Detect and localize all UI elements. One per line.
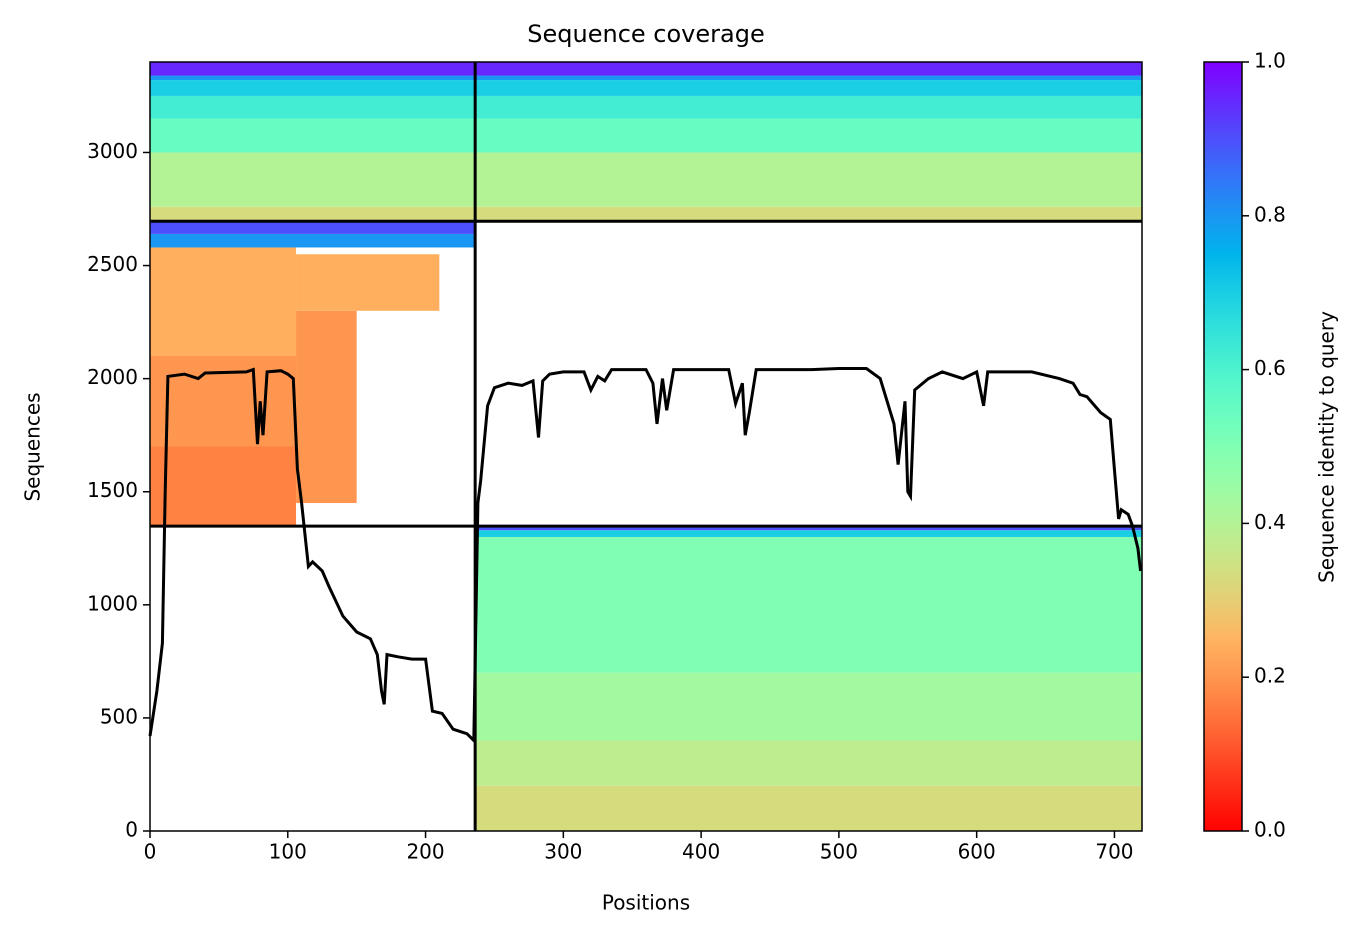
x-tick-label: 300 [544,840,582,864]
y-tick-label: 2500 [87,252,138,276]
x-tick-label: 0 [144,840,157,864]
x-axis-label: Positions [602,891,690,915]
y-tick-label: 500 [100,704,138,728]
plot-area [148,62,1143,831]
x-tick-label: 600 [958,840,996,864]
x-tick-label: 200 [406,840,444,864]
coverage-block [150,446,297,527]
chart-title: Sequence coverage [527,20,764,48]
coverage-block [150,206,1142,222]
x-tick-label: 400 [682,840,720,864]
coverage-block [150,221,476,234]
coverage-block [150,95,1142,119]
colorbar-tick-label: 0.4 [1254,510,1286,534]
colorbar-tick-label: 0.2 [1254,664,1286,688]
coverage-block [475,672,1143,741]
colorbar-tick-label: 0.6 [1254,356,1286,380]
coverage-block [150,80,1142,96]
coverage-block [475,785,1143,831]
x-tick-label: 100 [269,840,307,864]
y-tick-label: 1500 [87,478,138,502]
y-tick-label: 1000 [87,591,138,615]
y-tick-label: 3000 [87,139,138,163]
coverage-block [475,740,1143,786]
colorbar [1203,61,1243,832]
coverage-block [475,536,1143,673]
coverage-block [150,75,1142,81]
coverage-block [150,62,1142,76]
plot-frame [149,61,1143,832]
colorbar-label: Sequence identity to query [1315,311,1339,583]
coverage-block [296,310,357,504]
colorbar-tick-label: 0.8 [1254,202,1286,226]
coverage-block [150,233,476,248]
colorbar-tick-label: 0.0 [1254,818,1286,842]
coverage-line [148,367,1143,745]
y-axis-label: Sequences [21,392,45,501]
coverage-block [150,247,297,357]
coverage-block [475,526,1143,531]
coverage-block [150,152,1142,207]
coverage-block [296,254,440,311]
coverage-block [150,356,297,447]
x-tick-label: 700 [1095,840,1133,864]
coverage-block [150,118,1142,153]
colorbar-tick-label: 1.0 [1254,49,1286,73]
y-tick-label: 2000 [87,365,138,389]
y-tick-label: 0 [125,818,138,842]
coverage-block [475,530,1143,537]
x-tick-label: 500 [820,840,858,864]
